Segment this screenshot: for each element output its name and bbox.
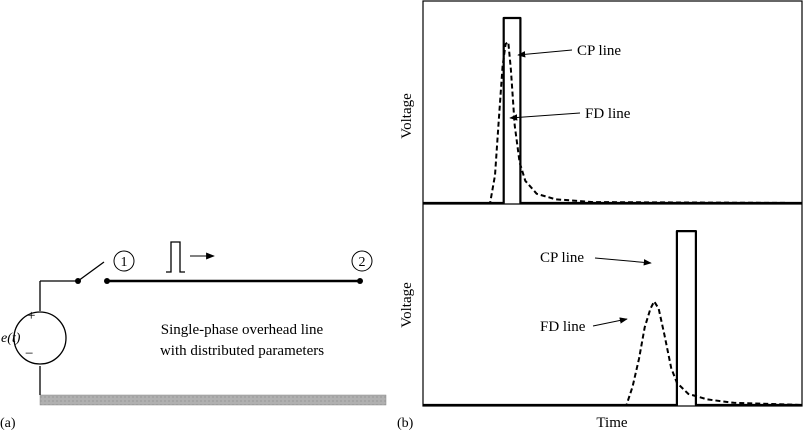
node-2-marker — [351, 250, 373, 272]
node-1-label: 1 — [121, 255, 128, 270]
bottom-fd-arrow — [592, 317, 628, 327]
source-minus-sign: − — [25, 346, 33, 362]
panel-a-label: (a) — [0, 416, 16, 431]
node-2-label: 2 — [359, 255, 366, 270]
top-fd-annotation: FD line — [585, 106, 631, 122]
source-symbol: e(t) — [1, 331, 21, 346]
panel-b-plots: Voltage Voltage Time CP line FD line CP … — [399, 0, 803, 431]
top-plot-ylabel: Voltage — [399, 93, 415, 139]
bottom-fd-annotation: FD line — [540, 319, 586, 335]
top-fd-arrow — [509, 112, 581, 121]
switch-blade-icon — [77, 261, 105, 282]
bottom-cp-annotation: CP line — [540, 250, 584, 266]
top-cp-arrow — [517, 49, 573, 58]
voltage-source-icon — [13, 311, 67, 365]
travelling-pulse-icon — [166, 241, 185, 273]
top-fd-waveform — [423, 41, 803, 204]
bottom-cp-arrow — [594, 257, 652, 266]
line-end-node — [357, 278, 363, 284]
panel-b-label: (b) — [397, 416, 414, 431]
line-caption-2: with distributed parameters — [160, 343, 324, 359]
node-1-marker — [113, 250, 135, 272]
panel-a-circuit: + − e(t) 1 2 Single-phase overhead line … — [1, 241, 387, 406]
bottom-fd-waveform — [423, 300, 803, 406]
bottom-plot-ylabel: Voltage — [399, 282, 415, 328]
top-cp-annotation: CP line — [577, 43, 621, 59]
source-plus-sign: + — [27, 308, 35, 324]
line-caption-1: Single-phase overhead line — [161, 322, 324, 338]
ground-plane — [39, 394, 387, 406]
time-axis-label: Time — [596, 415, 627, 431]
bottom-cp-waveform — [423, 230, 802, 407]
